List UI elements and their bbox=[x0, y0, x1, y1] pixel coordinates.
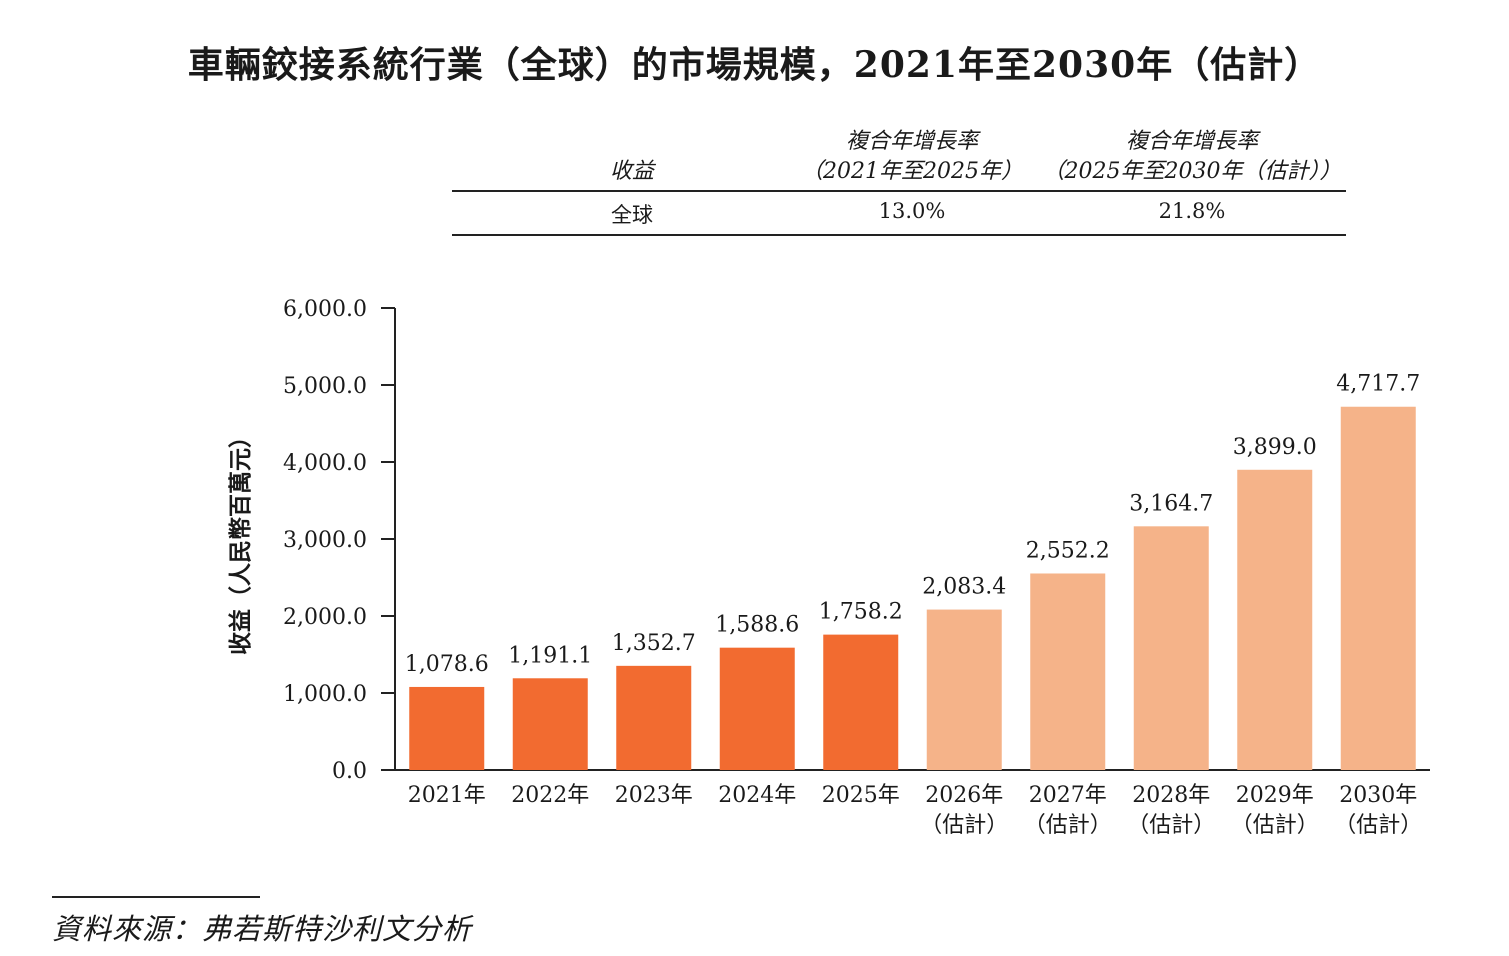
x-tick-label: 2021年 bbox=[408, 783, 486, 808]
x-tick-label: 2023年 bbox=[615, 783, 693, 808]
cagr-header-2021-2025-line1: 複合年增長率 bbox=[845, 129, 978, 154]
footer-rule bbox=[52, 896, 260, 898]
bar-value-label: 2,083.4 bbox=[922, 575, 1006, 600]
y-tick-label: 1,000.0 bbox=[283, 682, 367, 707]
bar bbox=[1237, 469, 1313, 770]
y-axis-label: 收益（人民幣百萬元） bbox=[227, 425, 254, 655]
cagr-table-header: 收益 複合年增長率 （2021年至2025年） 複合年增長率 （2025年至20… bbox=[452, 124, 1346, 192]
cagr-table-row: 全球 13.0% 21.8% bbox=[452, 192, 1346, 236]
bar bbox=[719, 647, 795, 770]
x-tick-label: （估計） bbox=[1334, 813, 1422, 838]
bar-value-label: 1,758.2 bbox=[819, 600, 903, 625]
x-tick-label: 2026年 bbox=[925, 783, 1003, 808]
cagr-row-label: 全球 bbox=[611, 203, 653, 227]
x-tick-label: 2029年 bbox=[1236, 783, 1314, 808]
cagr-table: 收益 複合年增長率 （2021年至2025年） 複合年增長率 （2025年至20… bbox=[452, 124, 1346, 236]
bar-value-label: 3,899.0 bbox=[1233, 435, 1317, 460]
y-tick-label: 4,000.0 bbox=[283, 451, 367, 476]
bar-value-label: 3,164.7 bbox=[1129, 491, 1213, 516]
x-tick-label: 2024年 bbox=[718, 783, 796, 808]
y-tick-label: 0.0 bbox=[332, 759, 367, 784]
x-tick-label: （估計） bbox=[1231, 813, 1319, 838]
bar-value-label: 1,078.6 bbox=[405, 652, 489, 677]
bar-value-label: 1,352.7 bbox=[612, 631, 696, 656]
cagr-header-revenue: 收益 bbox=[609, 159, 654, 184]
bar-value-label: 1,588.6 bbox=[715, 613, 799, 638]
bar-value-label: 1,191.1 bbox=[508, 643, 592, 668]
bar bbox=[926, 609, 1002, 770]
source-note: 資料來源：弗若斯特沙利文分析 bbox=[52, 912, 473, 946]
bar-value-label: 2,552.2 bbox=[1026, 538, 1110, 563]
y-tick-label: 6,000.0 bbox=[283, 297, 367, 322]
x-tick-label: 2028年 bbox=[1132, 783, 1210, 808]
x-tick-label: 2025年 bbox=[822, 783, 900, 808]
bar bbox=[512, 678, 588, 770]
x-tick-label: （估計） bbox=[1127, 813, 1215, 838]
y-tick-label: 5,000.0 bbox=[283, 374, 367, 399]
cagr-header-2025-2030-line2: （2025年至2030年（估計）） bbox=[1042, 159, 1342, 184]
y-tick-label: 2,000.0 bbox=[283, 605, 367, 630]
bar bbox=[1030, 573, 1106, 770]
cagr-2021-2025-value: 13.0% bbox=[878, 199, 946, 223]
bar-value-label: 4,717.7 bbox=[1336, 372, 1420, 397]
cagr-header-2025-2030-line1: 複合年增長率 bbox=[1125, 129, 1258, 154]
x-tick-label: 2022年 bbox=[511, 783, 589, 808]
bar bbox=[409, 686, 485, 770]
x-tick-label: （估計） bbox=[1024, 813, 1112, 838]
x-tick-label: 2027年 bbox=[1029, 783, 1107, 808]
cagr-2025-2030-value: 21.8% bbox=[1158, 199, 1226, 223]
y-tick-label: 3,000.0 bbox=[283, 528, 367, 553]
bar bbox=[823, 634, 899, 770]
chart-title: 車輛鉸接系統行業（全球）的市場規模，2021年至2030年（估計） bbox=[187, 44, 1322, 86]
x-tick-label: 2030年 bbox=[1339, 783, 1417, 808]
x-tick-label: （估計） bbox=[920, 813, 1008, 838]
bar bbox=[1133, 526, 1209, 770]
cagr-header-2021-2025-line2: （2021年至2025年） bbox=[801, 159, 1023, 184]
bar bbox=[616, 665, 692, 770]
bar bbox=[1340, 406, 1416, 770]
